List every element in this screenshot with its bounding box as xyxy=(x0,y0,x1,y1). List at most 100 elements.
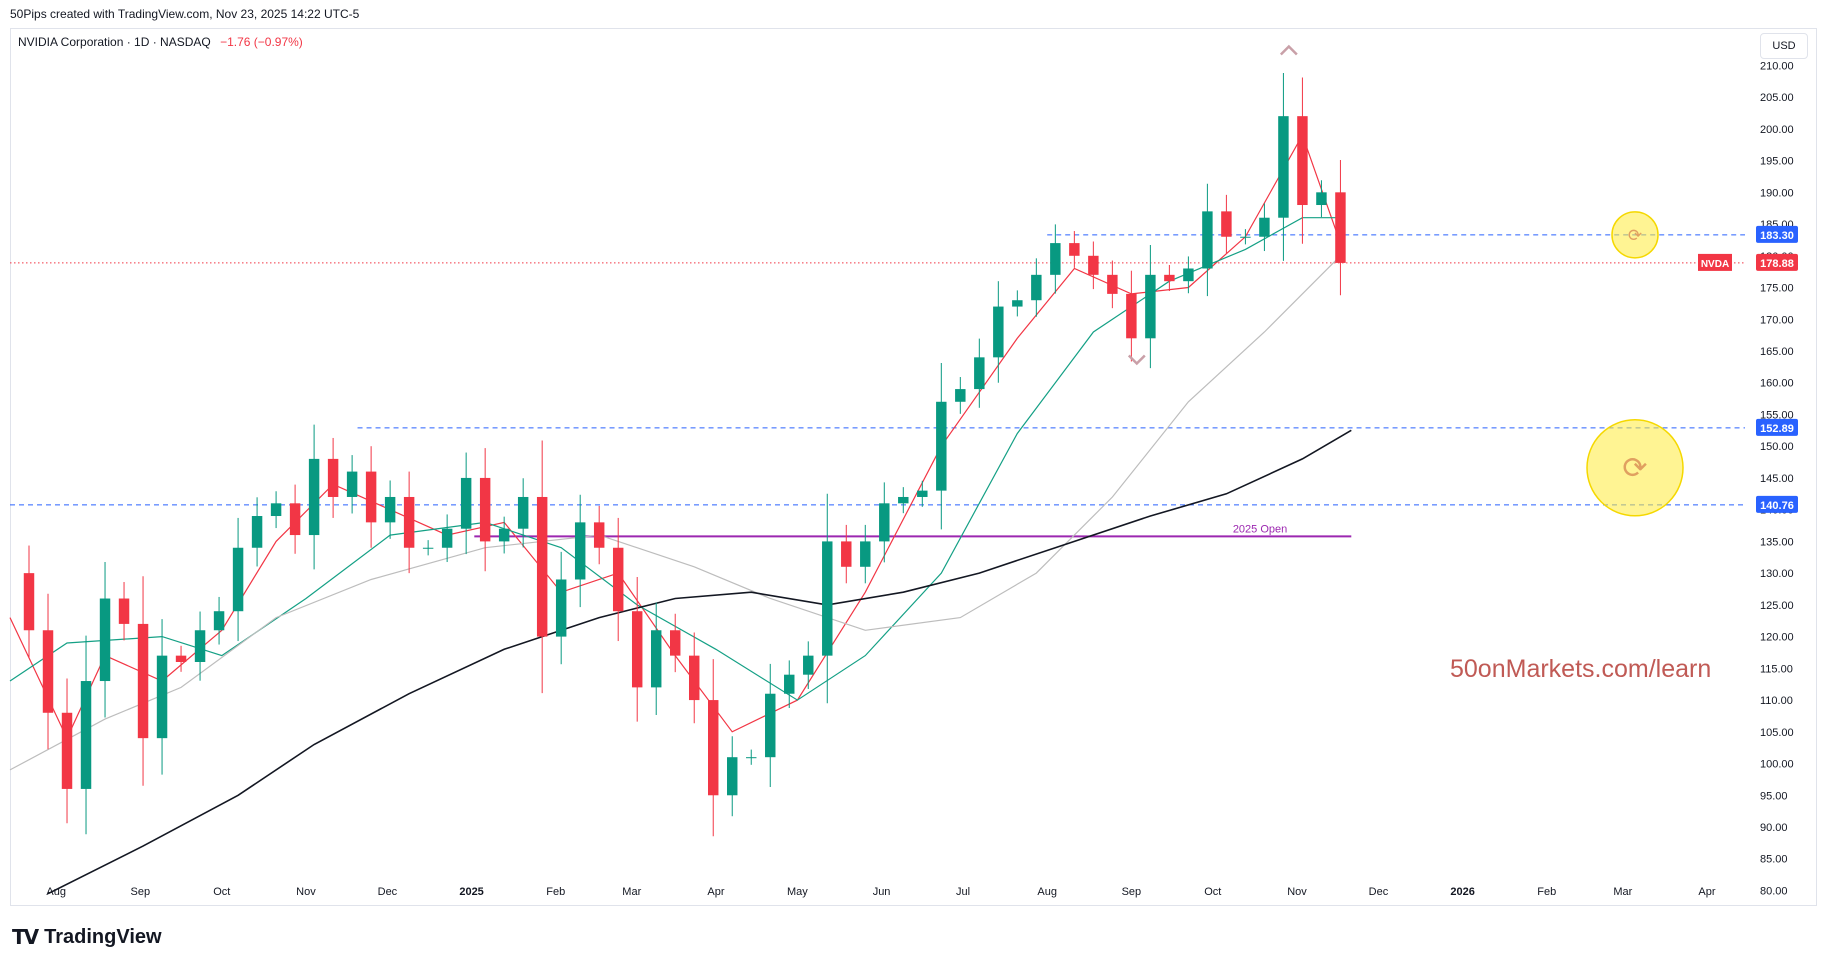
x-tick-label: Dec xyxy=(378,886,398,898)
tradingview-brand[interactable]: TV TradingView xyxy=(12,925,162,949)
price-level-badge xyxy=(1756,253,1798,271)
chevron-down-icon xyxy=(1127,354,1146,366)
price-level-label: 152.89 xyxy=(1760,423,1794,435)
x-tick-label: Sep xyxy=(1122,886,1142,898)
price-level-label: 140.76 xyxy=(1760,500,1794,512)
price-level-badge xyxy=(1756,495,1798,513)
candle-body xyxy=(517,496,529,529)
y-tick-label: 110.00 xyxy=(1760,695,1793,707)
x-tick-label: Aug xyxy=(1037,886,1057,898)
candle-body xyxy=(289,503,301,536)
candle-body xyxy=(593,522,605,548)
y-tick-label: 125.00 xyxy=(1760,600,1794,612)
candle-body xyxy=(1031,274,1042,301)
candle-body xyxy=(1126,293,1137,339)
x-tick-label: Nov xyxy=(296,886,316,898)
candle-body xyxy=(1107,274,1118,294)
x-tick-label: Apr xyxy=(1698,886,1715,898)
y-tick-label: 95.00 xyxy=(1760,790,1788,802)
x-tick-label: Oct xyxy=(213,886,230,898)
y-tick-label: 150.00 xyxy=(1760,441,1794,453)
candle-body xyxy=(194,630,206,662)
candle-body xyxy=(993,306,1004,358)
y-tick-label: 200.00 xyxy=(1760,124,1794,136)
y-tick-label: 135.00 xyxy=(1760,536,1794,548)
y-tick-label: 145.00 xyxy=(1760,473,1794,485)
alert-refresh-icon: ⟳ xyxy=(1628,226,1642,246)
price-change: −1.76 (−0.97%) xyxy=(220,35,303,49)
candle-body xyxy=(1069,243,1080,256)
candle-body xyxy=(974,357,985,390)
alert-circle xyxy=(1586,419,1684,517)
y-tick-label: 205.00 xyxy=(1760,92,1794,104)
candle-body xyxy=(1164,274,1175,282)
x-tick-label: 2026 xyxy=(1450,886,1474,898)
candle-body xyxy=(422,547,434,549)
x-tick-label: 2025 xyxy=(459,886,483,898)
y-tick-label: 90.00 xyxy=(1760,822,1788,834)
y-tick-label: 100.00 xyxy=(1760,759,1794,771)
y-tick-label: 115.00 xyxy=(1760,663,1793,675)
candle-body xyxy=(365,471,377,523)
candle-body xyxy=(42,630,54,713)
currency-button[interactable]: USD xyxy=(1760,33,1808,59)
candle-body xyxy=(251,516,263,548)
symbol-tag-label: NVDA xyxy=(1701,259,1729,270)
candle-body xyxy=(175,655,187,662)
y-tick-label: 160.00 xyxy=(1760,378,1794,390)
candle-body xyxy=(765,693,776,758)
alert-refresh-icon: ⟳ xyxy=(1622,451,1647,486)
candle-body xyxy=(879,503,890,542)
candle-body xyxy=(232,547,244,612)
candle-body xyxy=(650,630,662,688)
candle-body xyxy=(441,528,453,548)
candle-body xyxy=(1145,274,1156,339)
x-tick-label: Sep xyxy=(131,886,151,898)
candle-body xyxy=(1278,116,1289,218)
symbol-title: NVIDIA Corporation · 1D · NASDAQ xyxy=(18,35,211,49)
chevron-up-icon xyxy=(1279,44,1298,56)
candle-body xyxy=(479,477,491,542)
candle-body xyxy=(118,598,130,624)
y-tick-label: 130.00 xyxy=(1760,568,1794,580)
brand-name: TradingView xyxy=(44,925,162,948)
x-tick-label: May xyxy=(787,886,808,898)
y-tick-label: 170.00 xyxy=(1760,314,1794,326)
candle-body xyxy=(1316,192,1327,206)
candle-body xyxy=(898,496,909,504)
y-tick-label: 120.00 xyxy=(1760,632,1794,644)
candle-body xyxy=(688,655,700,701)
ma-line xyxy=(9,255,1341,771)
candle-body xyxy=(1259,217,1270,237)
candle-body xyxy=(1335,192,1346,263)
price-level-badge xyxy=(1756,225,1798,243)
candle-body xyxy=(555,579,567,637)
candle-body xyxy=(1297,116,1308,206)
x-tick-label: Dec xyxy=(1369,886,1389,898)
candle-body xyxy=(536,496,548,637)
y-tick-label: 165.00 xyxy=(1760,346,1794,358)
x-tick-label: Oct xyxy=(1204,886,1221,898)
candle-body xyxy=(1050,243,1061,275)
symbol-legend[interactable]: NVIDIA Corporation · 1D · NASDAQ −1.76 (… xyxy=(18,35,303,49)
candle-body xyxy=(727,757,738,796)
candle-body xyxy=(99,598,111,682)
candle-body xyxy=(498,528,510,542)
symbol-tag xyxy=(1698,253,1732,271)
candle-body xyxy=(1202,211,1213,269)
x-tick-label: Jun xyxy=(873,886,891,898)
candle-body xyxy=(841,541,852,567)
y-tick-label: 80.00 xyxy=(1760,885,1788,897)
y-tick-label: 210.00 xyxy=(1760,60,1794,72)
candle-body xyxy=(1221,211,1232,237)
tradingview-logo-icon: TV xyxy=(12,925,39,949)
ma-line xyxy=(47,429,1352,895)
candle-body xyxy=(156,655,168,739)
alert-circle xyxy=(1611,211,1659,259)
candle-body xyxy=(1088,255,1099,275)
candle-body xyxy=(631,611,643,688)
x-tick-label: Apr xyxy=(707,886,724,898)
x-tick-label: Aug xyxy=(46,886,66,898)
candle-body xyxy=(612,547,624,612)
